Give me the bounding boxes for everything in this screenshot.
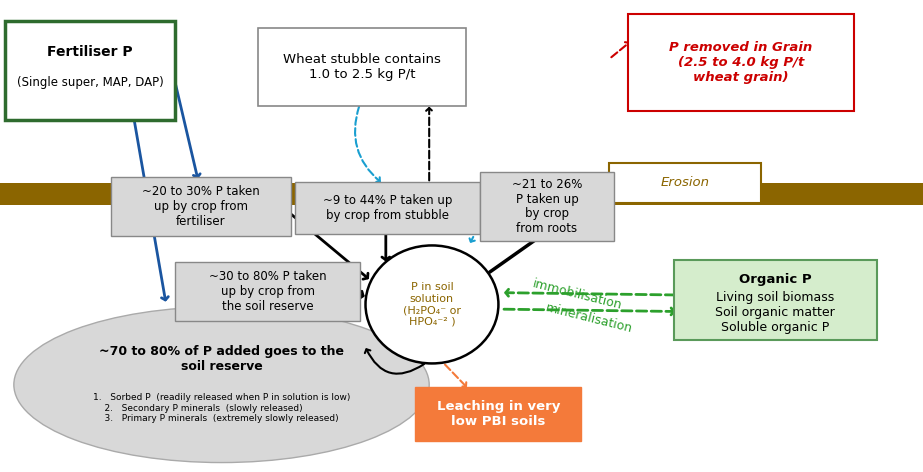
FancyBboxPatch shape <box>415 387 581 441</box>
Ellipse shape <box>14 307 429 463</box>
Text: (Single super, MAP, DAP): (Single super, MAP, DAP) <box>17 76 163 89</box>
Text: P removed in Grain
(2.5 to 4.0 kg P/t
wheat grain): P removed in Grain (2.5 to 4.0 kg P/t wh… <box>669 41 812 84</box>
Text: Living soil biomass: Living soil biomass <box>716 291 834 304</box>
Text: Leaching in very
low PBI soils: Leaching in very low PBI soils <box>437 400 560 428</box>
Text: Soil organic matter: Soil organic matter <box>715 306 835 319</box>
FancyBboxPatch shape <box>480 172 614 241</box>
Text: mineralisation: mineralisation <box>544 302 634 336</box>
Text: ~20 to 30% P taken
up by crop from
fertiliser: ~20 to 30% P taken up by crop from ferti… <box>142 185 259 228</box>
FancyBboxPatch shape <box>609 163 761 203</box>
Text: Organic P: Organic P <box>739 273 811 287</box>
Text: P in soil
solution
(H₂PO₄⁻ or
HPO₄⁻² ): P in soil solution (H₂PO₄⁻ or HPO₄⁻² ) <box>403 282 461 327</box>
FancyBboxPatch shape <box>295 182 480 234</box>
Text: immobilisation: immobilisation <box>531 278 623 312</box>
FancyBboxPatch shape <box>258 28 466 106</box>
Text: ~30 to 80% P taken
up by crop from
the soil reserve: ~30 to 80% P taken up by crop from the s… <box>209 270 327 313</box>
FancyBboxPatch shape <box>674 260 877 340</box>
Bar <box>0 183 923 205</box>
FancyBboxPatch shape <box>111 177 291 236</box>
Text: Fertiliser P: Fertiliser P <box>47 45 133 59</box>
FancyBboxPatch shape <box>175 262 360 321</box>
FancyBboxPatch shape <box>5 21 175 120</box>
Text: ~21 to 26%
P taken up
by crop
from roots: ~21 to 26% P taken up by crop from roots <box>511 177 582 236</box>
Text: 1.   Sorbed P  (readily released when P in solution is low)
    2.   Secondary P: 1. Sorbed P (readily released when P in … <box>93 393 350 423</box>
Text: ~9 to 44% P taken up
by crop from stubble: ~9 to 44% P taken up by crop from stubbl… <box>323 194 452 222</box>
FancyBboxPatch shape <box>628 14 854 111</box>
Text: Wheat stubble contains
1.0 to 2.5 kg P/t: Wheat stubble contains 1.0 to 2.5 kg P/t <box>283 53 441 81</box>
Text: Erosion: Erosion <box>661 177 710 189</box>
Ellipse shape <box>366 245 498 363</box>
Text: ~70 to 80% of P added goes to the
soil reserve: ~70 to 80% of P added goes to the soil r… <box>99 345 344 373</box>
Text: Soluble organic P: Soluble organic P <box>721 321 830 334</box>
